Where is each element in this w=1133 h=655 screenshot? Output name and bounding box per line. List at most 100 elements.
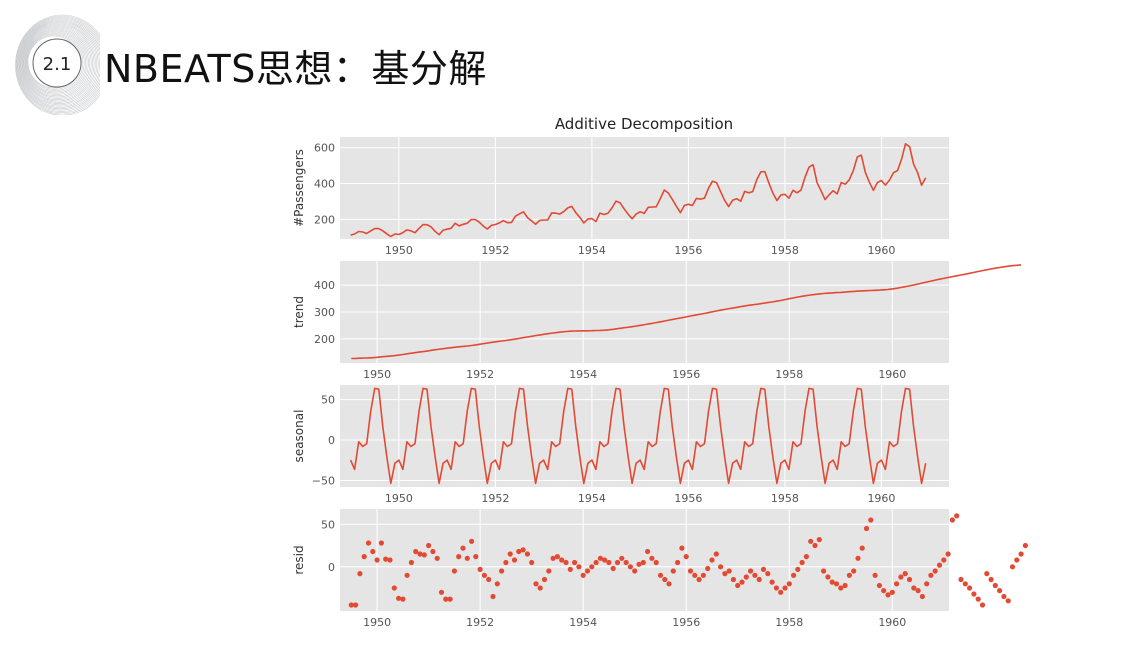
panel-observed: 1950 1952 1954 1956 1958 1960 200 400 600 #Passen…	[292, 137, 949, 257]
resid-point	[803, 554, 810, 560]
resid-point	[374, 557, 380, 563]
resid-point	[722, 571, 728, 577]
resid-point	[606, 559, 612, 566]
resid-point	[494, 581, 500, 587]
resid-point	[524, 551, 531, 557]
resid-point	[773, 585, 780, 591]
resid-point	[460, 545, 466, 551]
resid-point	[718, 564, 724, 570]
resid-point	[387, 557, 393, 563]
resid-point	[958, 576, 964, 583]
resid-point	[589, 564, 595, 570]
resid-point	[928, 572, 934, 578]
resid-point	[666, 581, 672, 587]
x-tick-label: 1960	[867, 492, 895, 505]
resid-point	[821, 568, 827, 574]
resid-point	[627, 564, 634, 570]
resid-point	[1014, 557, 1020, 563]
resid-point	[563, 559, 569, 566]
resid-point	[683, 554, 689, 560]
resid-point	[550, 555, 556, 561]
section-number: 2.1	[43, 54, 72, 75]
x-tick-label: 1958	[771, 244, 799, 257]
resid-point	[743, 574, 749, 580]
x-tick-label: 1950	[385, 492, 413, 505]
resid-point	[760, 566, 767, 573]
resid-point	[511, 557, 518, 563]
x-tick-label: 1958	[771, 492, 799, 505]
x-tick-label: 1960	[878, 616, 906, 629]
series-line-seasonal	[349, 387, 927, 485]
x-tick-label: 1958	[775, 368, 803, 381]
resid-point	[825, 574, 831, 580]
resid-point	[967, 585, 973, 591]
resid-point	[906, 576, 913, 583]
resid-point	[533, 581, 539, 587]
resid-point	[503, 559, 509, 566]
resid-point	[692, 572, 698, 578]
resid-point	[855, 555, 861, 561]
resid-point	[765, 571, 771, 577]
y-tick-label: 600	[314, 142, 335, 155]
y-axis-label: resid	[292, 545, 306, 574]
resid-point	[657, 572, 664, 578]
x-tick-label: 1960	[867, 244, 895, 257]
resid-point	[559, 557, 565, 563]
resid-point	[546, 568, 552, 574]
y-axis-label: #Passengers	[292, 149, 306, 227]
x-tick-label: 1952	[466, 368, 494, 381]
resid-point	[795, 566, 801, 573]
resid-point	[481, 572, 487, 578]
resid-point	[679, 545, 685, 551]
resid-point	[610, 565, 616, 572]
resid-point	[469, 538, 475, 544]
resid-point	[838, 585, 844, 591]
resid-point	[713, 551, 719, 557]
resid-point	[426, 542, 432, 549]
resid-point	[640, 559, 646, 566]
y-tick-label: 50	[321, 518, 335, 531]
resid-point	[636, 561, 642, 567]
resid-point	[782, 585, 788, 591]
resid-point	[1009, 564, 1016, 570]
x-tick-label: 1952	[481, 244, 509, 257]
x-tick-label: 1954	[569, 616, 597, 629]
y-tick-label: 400	[314, 279, 335, 292]
resid-point	[756, 576, 762, 583]
panel-background	[340, 385, 949, 487]
resid-point	[846, 572, 853, 578]
resid-point	[700, 572, 707, 578]
resid-point	[614, 559, 621, 566]
resid-point	[932, 568, 938, 574]
resid-point	[357, 571, 363, 577]
resid-point	[520, 547, 526, 553]
x-tick-label: 1956	[672, 616, 700, 629]
resid-point	[786, 581, 792, 587]
resid-point	[833, 581, 840, 587]
resid-point	[464, 555, 470, 561]
resid-point	[602, 557, 608, 563]
resid-point	[451, 568, 457, 574]
x-tick-label: 1950	[363, 616, 391, 629]
resid-point	[791, 572, 797, 578]
resid-point	[447, 596, 453, 602]
resid-point	[898, 574, 904, 580]
y-tick-label: −50	[312, 475, 335, 488]
resid-point	[992, 582, 998, 589]
resid-point	[829, 579, 835, 585]
resid-point	[383, 556, 389, 562]
resid-point	[473, 554, 479, 560]
resid-point	[885, 592, 891, 598]
resid-point	[975, 596, 981, 602]
resid-point	[580, 572, 586, 578]
resid-point	[370, 548, 376, 555]
resid-point	[954, 513, 960, 519]
resid-point	[1001, 593, 1007, 600]
resid-point	[687, 568, 694, 574]
resid-point	[730, 576, 737, 583]
resid-point	[653, 559, 659, 566]
slide-title: NBEATS思想：基分解	[104, 47, 487, 91]
resid-point	[391, 585, 397, 591]
x-tick-label: 1950	[363, 368, 391, 381]
